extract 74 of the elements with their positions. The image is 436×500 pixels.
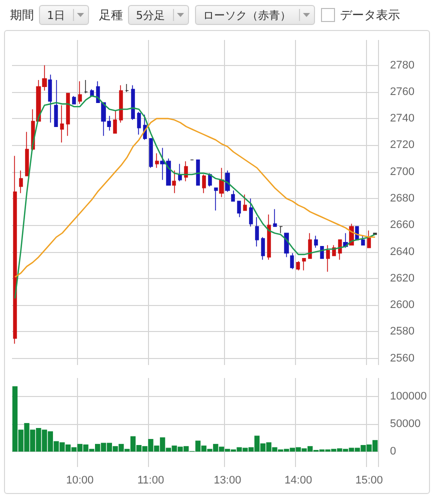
candlestick — [279, 226, 283, 234]
candlestick — [125, 84, 129, 92]
candlestick — [137, 112, 141, 135]
candlestick — [237, 200, 241, 218]
y-tick-label: 2760 — [390, 86, 414, 98]
line-series — [14, 118, 376, 278]
candlestick — [267, 214, 271, 260]
y-tick-label: 2720 — [390, 139, 414, 152]
y-tick-label: 100000 — [390, 390, 427, 403]
candlestick — [90, 88, 94, 96]
x-tick-label: 13:00 — [214, 474, 242, 486]
candlestick — [225, 170, 230, 192]
candlestick — [202, 174, 206, 194]
candlestick — [296, 260, 300, 271]
text: 1日 — [47, 8, 65, 22]
text: 足種 — [99, 6, 123, 24]
candlestick — [326, 244, 330, 272]
candlestick — [119, 84, 123, 123]
candlestick — [367, 230, 371, 248]
candlestick — [338, 239, 342, 260]
candlestick — [249, 198, 253, 227]
y-tick-label: 2580 — [390, 326, 414, 338]
candlestick — [184, 160, 188, 182]
y-tick-label: 2560 — [390, 352, 414, 364]
y-tick-label: 2640 — [390, 246, 414, 258]
candlestick — [178, 163, 182, 182]
candlestick — [113, 110, 117, 134]
candlestick — [308, 232, 312, 259]
candlestick — [149, 138, 153, 168]
candlestick — [196, 159, 200, 186]
line-series — [14, 95, 376, 300]
candlestick — [302, 258, 306, 271]
candlestick — [231, 190, 235, 202]
text: ローソク（赤青） — [203, 8, 291, 22]
y-tick-label: 0 — [390, 446, 396, 458]
candlestick — [66, 92, 70, 136]
text: 期間 — [10, 6, 34, 24]
y-tick-label: 2740 — [390, 112, 414, 125]
candlestick — [214, 187, 218, 211]
candlestick — [13, 155, 17, 344]
candlestick — [155, 152, 159, 168]
candlestick — [208, 172, 212, 187]
y-tick-label: 2620 — [390, 272, 414, 284]
candlestick — [72, 96, 76, 104]
x-tick-label: 14:00 — [284, 474, 312, 486]
x-tick-label: 11:00 — [137, 474, 164, 486]
candlestick — [84, 80, 88, 94]
y-tick-label: 2600 — [390, 299, 414, 312]
candlestick — [290, 252, 294, 270]
candlestick — [261, 236, 265, 260]
candlestick — [273, 208, 277, 227]
candlestick — [284, 232, 289, 258]
y-tick-label: 50000 — [390, 418, 421, 430]
text: データ表示 — [340, 6, 400, 24]
candlestick — [219, 167, 224, 198]
y-tick-label: 2700 — [390, 166, 414, 178]
candlestick — [60, 104, 64, 143]
y-tick-label: 2660 — [390, 219, 414, 232]
x-tick-label: 10:00 — [66, 474, 94, 486]
candlestick — [48, 74, 52, 123]
y-tick-label: 2680 — [390, 192, 414, 205]
candlestick — [314, 235, 318, 248]
candlestick — [25, 132, 29, 176]
text: 5分足 — [136, 8, 165, 22]
x-tick-label: 15:00 — [355, 474, 383, 486]
candlestick — [361, 235, 365, 246]
candlestick — [78, 80, 82, 104]
candlestick — [131, 84, 135, 120]
candlestick — [243, 194, 247, 211]
candlestick — [54, 80, 58, 127]
candlestick — [255, 216, 259, 247]
y-tick-label: 2780 — [390, 59, 414, 72]
candlestick — [172, 170, 176, 194]
candlestick — [19, 170, 23, 194]
